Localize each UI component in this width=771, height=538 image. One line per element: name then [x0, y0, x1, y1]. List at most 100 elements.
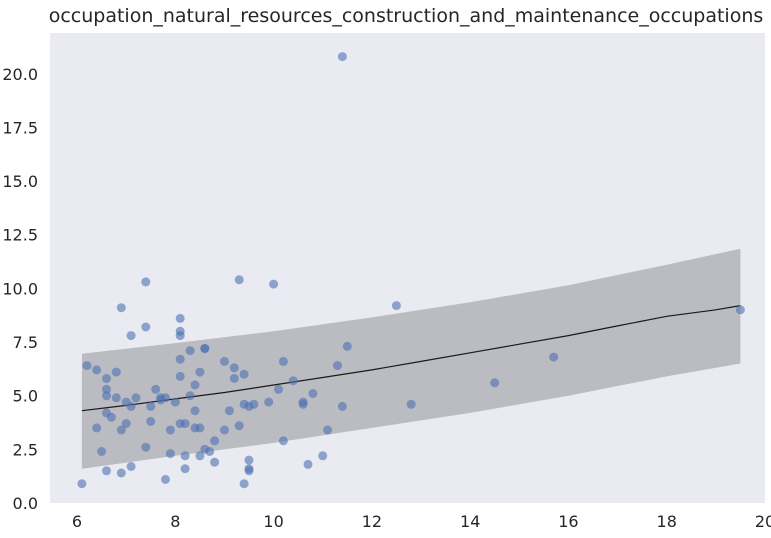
data-point: [146, 416, 156, 426]
points-layer: [77, 52, 745, 489]
data-point: [185, 346, 195, 356]
data-point: [220, 425, 229, 435]
data-point: [278, 436, 288, 446]
y-tick-label: 12.5: [2, 226, 38, 245]
data-point: [121, 419, 131, 429]
data-point: [288, 376, 298, 386]
data-point: [391, 301, 401, 311]
data-point: [337, 52, 347, 62]
data-point: [92, 365, 102, 375]
confidence-band: [81, 248, 741, 469]
data-point: [234, 275, 244, 285]
data-point: [249, 399, 259, 409]
data-point: [111, 367, 121, 377]
data-point: [92, 423, 102, 433]
data-point: [195, 423, 205, 433]
data-point: [185, 391, 195, 401]
data-point: [102, 391, 111, 401]
data-point: [210, 457, 220, 467]
data-point: [170, 397, 180, 407]
data-point: [244, 466, 254, 476]
data-point: [735, 305, 745, 315]
y-tick-label: 17.5: [2, 118, 38, 137]
data-point: [126, 401, 136, 411]
data-point: [205, 447, 215, 456]
y-tick-label: 7.5: [13, 333, 38, 352]
data-point: [180, 464, 190, 474]
data-point: [278, 356, 288, 366]
x-tick-label: 20: [755, 512, 771, 531]
y-tick-label: 2.5: [13, 440, 38, 459]
data-point: [342, 341, 352, 351]
data-point: [146, 401, 156, 411]
data-point: [264, 397, 274, 407]
data-point: [141, 277, 151, 287]
confidence-band-layer: [81, 248, 741, 469]
data-point: [102, 384, 111, 394]
data-point: [141, 322, 151, 332]
data-point: [549, 352, 559, 362]
data-point: [165, 449, 175, 459]
data-point: [111, 393, 121, 403]
data-point: [161, 393, 170, 403]
data-point: [102, 466, 111, 476]
data-point: [106, 412, 116, 422]
data-point: [200, 344, 210, 353]
data-point: [126, 462, 136, 471]
data-point: [151, 384, 161, 394]
data-point: [175, 371, 185, 381]
data-point: [175, 331, 185, 341]
data-point: [220, 356, 229, 366]
data-point: [180, 419, 190, 429]
y-tick-label: 10.0: [2, 279, 38, 298]
data-point: [318, 451, 328, 461]
x-tick-label: 16: [558, 512, 578, 531]
data-point: [116, 303, 126, 313]
x-tick-label: 10: [263, 512, 283, 531]
data-point: [490, 378, 500, 388]
data-point: [175, 354, 185, 364]
data-point: [303, 459, 313, 469]
data-point: [234, 421, 244, 431]
y-axis-ticks: 0.0 2.5 5.0 7.5 10.0 12.5 15.0 17.5 20.0: [2, 65, 38, 513]
x-tick-label: 14: [460, 512, 480, 531]
x-tick-label: 8: [170, 512, 180, 531]
data-point: [244, 455, 254, 465]
y-tick-label: 0.0: [13, 494, 38, 513]
data-point: [165, 425, 175, 435]
data-point: [239, 479, 249, 489]
data-point: [175, 313, 185, 323]
data-point: [190, 406, 200, 416]
x-tick-label: 12: [362, 512, 382, 531]
data-point: [406, 399, 416, 409]
data-point: [77, 479, 87, 489]
data-point: [224, 406, 234, 416]
x-axis-ticks: 6 8 10 12 14 16 18 20: [72, 512, 771, 531]
data-point: [102, 374, 111, 383]
data-point: [210, 436, 220, 446]
data-point: [298, 399, 308, 409]
data-point: [195, 451, 205, 461]
data-point: [323, 425, 333, 435]
data-point: [239, 369, 249, 379]
data-point: [131, 393, 141, 403]
data-point: [97, 447, 107, 456]
chart-title: occupation_natural_resources_constructio…: [49, 5, 764, 27]
x-tick-label: 18: [657, 512, 677, 531]
data-point: [308, 389, 318, 398]
data-point: [116, 425, 126, 435]
data-point: [333, 361, 342, 371]
data-point: [180, 451, 190, 461]
y-tick-label: 20.0: [2, 65, 38, 84]
y-tick-label: 15.0: [2, 172, 38, 191]
data-point: [337, 401, 347, 411]
data-point: [141, 442, 151, 452]
data-point: [195, 367, 205, 377]
x-tick-label: 6: [72, 512, 82, 531]
y-tick-label: 5.0: [13, 387, 38, 406]
data-point: [82, 361, 92, 371]
data-point: [116, 468, 126, 478]
data-point: [269, 279, 279, 289]
data-point: [229, 363, 239, 373]
